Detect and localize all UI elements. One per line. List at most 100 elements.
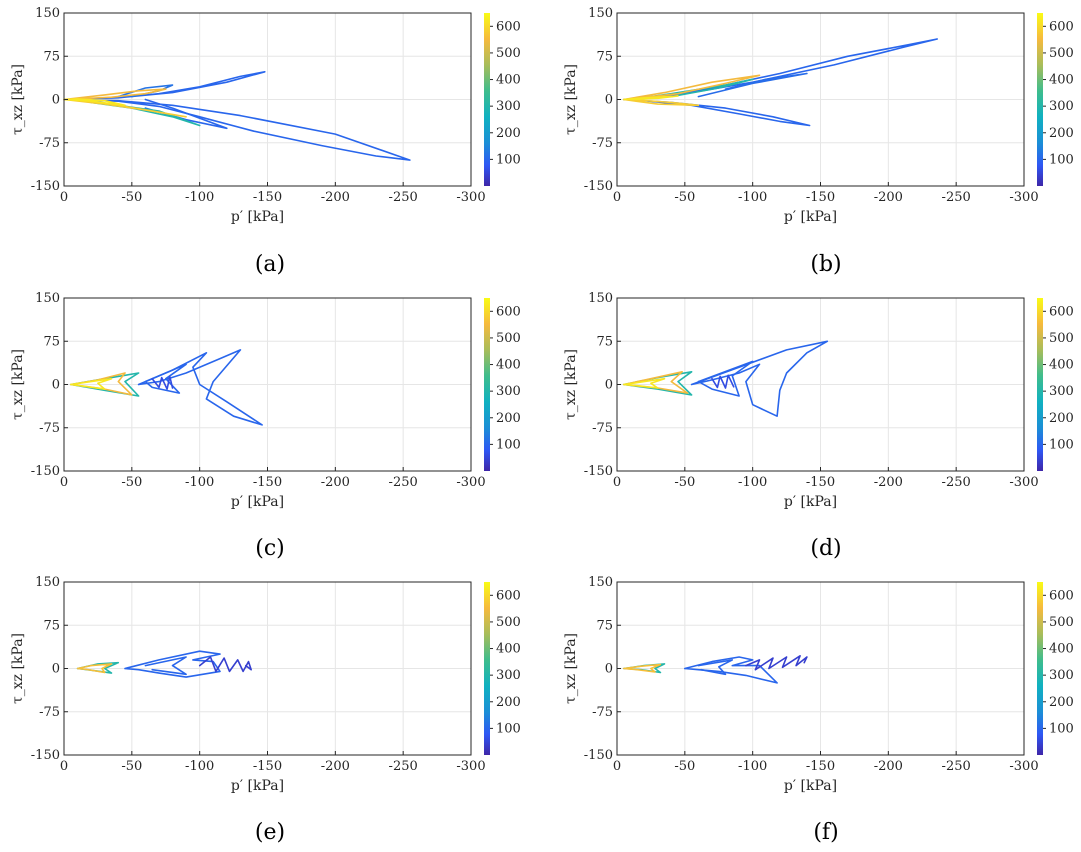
y-tick-label: -75 — [39, 136, 60, 151]
x-tick-label: -50 — [121, 190, 142, 205]
colorbar-tick-label: 300 — [1049, 668, 1074, 683]
x-tick-label: -150 — [806, 759, 835, 774]
y-tick-label: 75 — [596, 49, 613, 64]
x-tick-label: -300 — [1009, 475, 1038, 490]
y-tick-label: 75 — [43, 49, 60, 64]
colorbar-tick-label: 100 — [496, 152, 521, 167]
y-tick-label: 75 — [596, 334, 613, 349]
series-line — [745, 655, 808, 671]
x-axis-label: p′ [kPa] — [784, 494, 837, 510]
y-tick-label: 0 — [605, 378, 613, 393]
x-tick-label: -250 — [942, 759, 971, 774]
panel-c: 0 -50 -100 -150 -200 -250 -300 150 75 0 -75 -150 p′ … — [10, 291, 521, 561]
y-tick-label: 0 — [52, 93, 60, 108]
x-tick-label: -100 — [185, 190, 214, 205]
series-line — [684, 656, 778, 684]
x-tick-label: -100 — [738, 759, 767, 774]
x-tick-label: -50 — [674, 475, 695, 490]
x-tick-label: -250 — [942, 475, 971, 490]
colorbar-tick-label: 500 — [1049, 615, 1074, 630]
colorbar — [1037, 298, 1043, 471]
colorbar-tick-label: 600 — [496, 304, 521, 319]
y-tick-label: 150 — [35, 575, 60, 590]
x-tick-label: -100 — [738, 475, 767, 490]
series-line — [198, 656, 252, 673]
colorbar-tick-label: 200 — [1049, 695, 1074, 710]
y-tick-label: 75 — [43, 334, 60, 349]
x-tick-label: 0 — [60, 190, 68, 205]
series-line — [623, 95, 679, 101]
colorbar-tick-label: 300 — [496, 99, 521, 114]
x-axis-label: p′ [kPa] — [231, 494, 284, 510]
series-line — [623, 663, 662, 673]
x-axis-label: p′ [kPa] — [231, 778, 284, 794]
y-tick-label: -75 — [39, 421, 60, 436]
colorbar-tick-label: 100 — [496, 721, 521, 736]
panel-caption: (a) — [255, 252, 285, 277]
colorbar-tick-label: 200 — [496, 411, 521, 426]
x-tick-label: -200 — [321, 759, 350, 774]
series-line — [623, 98, 700, 107]
y-tick-label: 0 — [52, 662, 60, 677]
colorbar-tick-label: 400 — [496, 642, 521, 657]
y-tick-label: -150 — [584, 464, 613, 479]
x-tick-label: 0 — [60, 759, 68, 774]
colorbar — [1037, 13, 1043, 186]
x-tick-label: -50 — [674, 190, 695, 205]
x-tick-label: -50 — [121, 759, 142, 774]
x-axis-label: p′ [kPa] — [231, 209, 284, 225]
series-line — [63, 98, 187, 118]
y-tick-label: -150 — [31, 748, 60, 763]
colorbar — [484, 298, 490, 471]
y-axis-label: τ_xz [kPa] — [563, 349, 579, 420]
colorbar-tick-label: 100 — [496, 437, 521, 452]
x-tick-label: -100 — [185, 475, 214, 490]
colorbar — [484, 13, 490, 186]
colorbar-tick-label: 600 — [1049, 588, 1074, 603]
y-tick-label: 150 — [588, 6, 613, 21]
series-line — [124, 650, 221, 678]
x-tick-label: -250 — [389, 759, 418, 774]
colorbar-tick-label: 600 — [496, 19, 521, 34]
panel-a: 0 -50 -100 -150 -200 -250 -300 150 75 0 -75 -150 p′ … — [10, 6, 521, 277]
x-tick-label: -150 — [806, 475, 835, 490]
colorbar-tick-label: 100 — [1049, 721, 1074, 736]
panel-e: 0 -50 -100 -150 -200 -250 -300 150 75 0 -75 -150 p′ … — [10, 575, 521, 845]
y-tick-label: 0 — [605, 93, 613, 108]
x-tick-label: -150 — [253, 759, 282, 774]
x-tick-label: -250 — [389, 190, 418, 205]
y-tick-label: 0 — [52, 378, 60, 393]
x-tick-label: -300 — [1009, 190, 1038, 205]
x-tick-label: -300 — [456, 190, 485, 205]
colorbar-tick-label: 300 — [496, 384, 521, 399]
x-tick-label: -250 — [942, 190, 971, 205]
y-tick-label: -75 — [592, 136, 613, 151]
colorbar-tick-label: 500 — [496, 331, 521, 346]
series-line — [690, 340, 829, 417]
colorbar-tick-label: 600 — [496, 588, 521, 603]
colorbar-tick-label: 400 — [1049, 642, 1074, 657]
x-tick-label: -150 — [253, 190, 282, 205]
x-tick-label: -200 — [874, 759, 903, 774]
y-tick-label: -150 — [584, 748, 613, 763]
colorbar-tick-label: 300 — [1049, 99, 1074, 114]
y-axis-label: τ_xz [kPa] — [10, 633, 26, 704]
colorbar-tick-label: 500 — [1049, 331, 1074, 346]
x-tick-label: 0 — [60, 475, 68, 490]
y-tick-label: -75 — [592, 421, 613, 436]
x-tick-label: -250 — [389, 475, 418, 490]
x-tick-label: 0 — [613, 475, 621, 490]
panel-caption: (e) — [255, 820, 285, 845]
x-axis-label: p′ [kPa] — [784, 778, 837, 794]
series-line — [711, 374, 735, 389]
x-tick-label: -200 — [321, 475, 350, 490]
colorbar-tick-label: 200 — [496, 126, 521, 141]
panel-caption: (f) — [813, 820, 838, 845]
colorbar-tick-label: 500 — [496, 46, 521, 61]
colorbar-tick-label: 400 — [496, 73, 521, 88]
series-line — [63, 88, 167, 101]
colorbar-tick-label: 400 — [1049, 73, 1074, 88]
x-tick-label: -200 — [321, 190, 350, 205]
x-axis-label: p′ [kPa] — [784, 209, 837, 225]
